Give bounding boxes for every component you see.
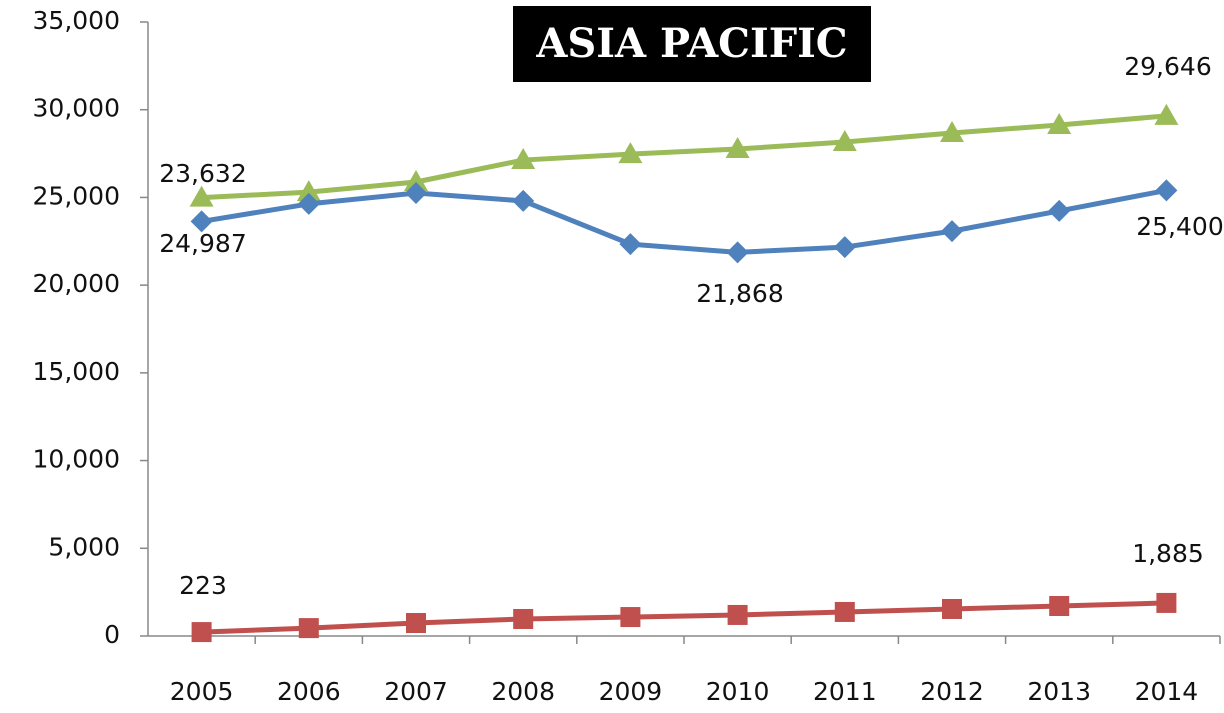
marker bbox=[512, 189, 535, 212]
data-label: 1,885 bbox=[1132, 539, 1204, 568]
marker bbox=[832, 129, 857, 151]
marker bbox=[191, 622, 212, 643]
marker bbox=[296, 180, 321, 202]
y-tick-label: 20,000 bbox=[33, 269, 120, 298]
marker bbox=[725, 137, 750, 159]
x-tick-label: 2005 bbox=[170, 677, 234, 706]
data-label: 24,987 bbox=[159, 229, 246, 258]
x-tick-label: 2009 bbox=[599, 677, 663, 706]
y-tick-label: 10,000 bbox=[33, 445, 120, 474]
y-tick-label: 30,000 bbox=[33, 94, 120, 123]
marker bbox=[833, 236, 856, 259]
marker bbox=[406, 613, 426, 634]
series-line bbox=[201, 113, 1167, 201]
y-tick-label: 0 bbox=[104, 620, 120, 649]
marker bbox=[298, 618, 319, 639]
data-label: 223 bbox=[179, 571, 227, 600]
marker bbox=[942, 598, 962, 619]
marker bbox=[620, 607, 641, 628]
marker bbox=[1047, 112, 1072, 134]
marker bbox=[1155, 179, 1178, 202]
marker bbox=[1048, 199, 1071, 222]
marker bbox=[618, 142, 643, 164]
series-line bbox=[201, 187, 1167, 255]
x-tick-label: 2011 bbox=[813, 677, 877, 706]
marker bbox=[513, 608, 534, 629]
marker bbox=[511, 148, 536, 170]
marker bbox=[834, 601, 855, 622]
marker bbox=[941, 220, 963, 243]
x-tick-label: 2012 bbox=[920, 677, 984, 706]
y-tick-label: 25,000 bbox=[33, 181, 120, 210]
data-label: 23,632 bbox=[159, 159, 246, 188]
marker bbox=[189, 185, 214, 207]
marker bbox=[1154, 103, 1179, 125]
data-label: 25,400 bbox=[1136, 212, 1223, 241]
x-tick-label: 2008 bbox=[491, 677, 555, 706]
marker bbox=[1049, 596, 1070, 617]
x-tick-label: 2013 bbox=[1027, 677, 1091, 706]
data-label: 29,646 bbox=[1124, 52, 1211, 81]
data-label: 21,868 bbox=[696, 279, 783, 308]
chart-title: ASIA PACIFIC bbox=[535, 20, 847, 67]
x-tick-label: 2006 bbox=[277, 677, 341, 706]
y-tick-label: 35,000 bbox=[33, 6, 120, 35]
marker bbox=[940, 121, 964, 143]
x-tick-label: 2010 bbox=[706, 677, 770, 706]
marker bbox=[727, 604, 748, 625]
x-tick-label: 2007 bbox=[384, 677, 448, 706]
marker bbox=[726, 241, 749, 264]
marker bbox=[190, 210, 213, 233]
y-tick-label: 5,000 bbox=[48, 532, 120, 561]
y-tick-label: 15,000 bbox=[33, 357, 120, 386]
title-box bbox=[513, 6, 871, 82]
marker bbox=[405, 182, 427, 205]
marker bbox=[619, 233, 642, 256]
marker bbox=[404, 169, 428, 191]
marker bbox=[1156, 592, 1177, 613]
marker bbox=[297, 192, 320, 215]
x-tick-label: 2014 bbox=[1135, 677, 1199, 706]
series-line bbox=[201, 600, 1167, 635]
